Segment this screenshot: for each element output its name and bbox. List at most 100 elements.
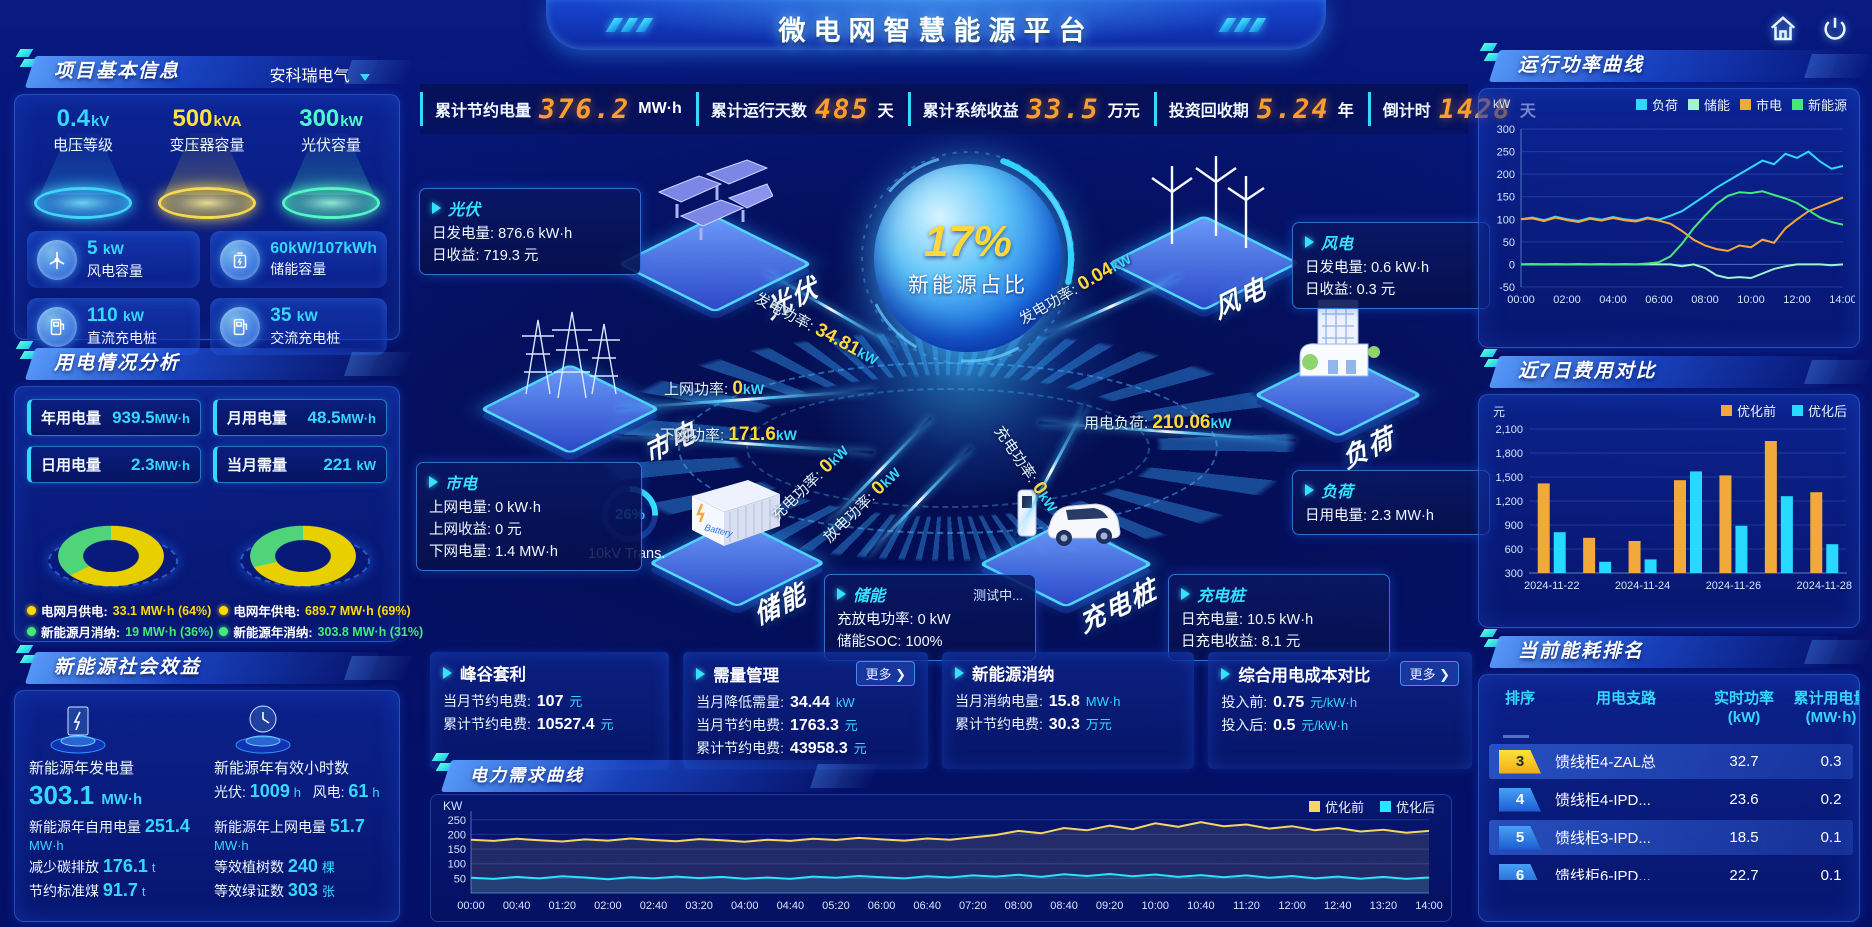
demand-chart: 50 100 150 200 250 00:00 00:40 01:20 02:00 02:40 0… (448, 811, 1443, 912)
power-towers-icon (522, 311, 620, 399)
building-icon (1299, 299, 1380, 377)
panel-energy-ranking: 当前能耗排名 排序 用电支路 实时功率(kW) 累计用电量(MW·h) 3 馈线… (1478, 629, 1860, 922)
sphere-arc-ring (861, 151, 1075, 365)
card-renewable-consumption: 新能源消纳 当月消纳电量: 15.8 MW·h 累计节约电费: 30.3 万元 (941, 652, 1195, 769)
stat-payback-period: 投资回收期 5.24 年 (1153, 92, 1368, 126)
svg-text:13:20: 13:20 (1370, 900, 1398, 912)
ranking-row-6[interactable]: 6 馈线柜6-IPD... 22.7 0.1 (1489, 858, 1853, 880)
chevron-right-icon (1181, 588, 1190, 600)
social-self-use: 新能源年自用电量 251.4 MW·h 减少碳排放 176.1 t 节约标准煤 … (29, 816, 190, 900)
panel-cost-compare: 近7日费用对比 元 优化前 优化后 300 600 900 1,200 1,500 1,8… (1478, 349, 1860, 628)
ranking-row-4[interactable]: 4 馈线柜4-IPD... 23.6 0.2 (1489, 782, 1853, 817)
company-dropdown[interactable]: 安科瑞电气 (270, 62, 370, 86)
capacity-spotlights: 0.4kV 电压等级 500kVA 变压器容量 300kW 光伏容量 (15, 95, 399, 223)
ranking-table-header: 排序 用电支路 实时功率(kW) 累计用电量(MW·h) (1504, 690, 1859, 726)
card-ac-charger: 35 kW 交流充电桩 (210, 298, 387, 355)
spotlight-transformer-capacity: 500kVA 变压器容量 (151, 105, 263, 223)
cost-y-unit: 元 (1493, 405, 1506, 419)
chip-month-demand: 当月需量 221 kW (213, 446, 387, 483)
company-dropdown-value: 安科瑞电气 (269, 68, 350, 85)
demand-more-button[interactable]: 更多 ❯ (856, 661, 915, 686)
cost-legend: 优化前 优化后 (1720, 401, 1847, 420)
svg-text:150: 150 (448, 844, 466, 856)
ranking-scroll-indicator (1503, 735, 1529, 738)
svg-text:08:00: 08:00 (1691, 294, 1719, 306)
benefit-cards-row: 峰谷套利 当月节约电费: 107 元 累计节约电费: 10527.4 元 需量管… (430, 652, 1472, 769)
svg-text:2024-11-22: 2024-11-22 (1524, 580, 1579, 592)
charger-info-box: 充电桩 日充电量: 10.5 kW·h 日充电收益: 8.1 元 (1168, 574, 1390, 661)
power-curve-y-unit: kW (1493, 97, 1511, 111)
power-curve-chart: -50 0 50 100 150 200 250 300 00:00 02:00 04:00 06:0… (1497, 124, 1855, 306)
ranking-row-5[interactable]: 5 馈线柜3-IPD... 18.5 0.1 (1489, 820, 1853, 855)
svg-text:06:00: 06:00 (868, 900, 896, 912)
chevron-right-icon (443, 667, 452, 679)
svg-text:01:20: 01:20 (548, 900, 576, 912)
panel-title-social-benefit: 新能源社会效益 (54, 657, 202, 678)
social-hours: 新能源年有效小时数 光伏: 1009 h 风电: 61 h (214, 697, 385, 811)
card-peak-valley: 峰谷套利 当月节约电费: 107 元 累计节约电费: 10527.4 元 (430, 652, 670, 769)
wind-turbine-icon (37, 239, 77, 280)
svg-text:12:00: 12:00 (1278, 900, 1306, 912)
svg-text:50: 50 (1503, 237, 1515, 249)
solar-panels-icon (657, 159, 773, 240)
svg-text:150: 150 (1497, 192, 1515, 204)
storage-info-box: 储能 测试中... 充放电功率: 0 kW 储能SOC: 100% (824, 574, 1036, 661)
svg-text:09:20: 09:20 (1096, 900, 1124, 912)
home-icon[interactable] (1768, 14, 1798, 44)
demand-legend: 优化前 优化后 (1308, 797, 1435, 816)
svg-text:00:00: 00:00 (457, 900, 485, 912)
power-curve-legend: 负荷 储能 市电 新能源 (1635, 95, 1847, 114)
chevron-right-icon (696, 667, 706, 680)
svg-text:06:40: 06:40 (913, 900, 941, 912)
panel-power-curve: 运行功率曲线 kW 负荷 储能 市电 新能源 -50 0 50 100 150 200 25… (1478, 43, 1860, 348)
panel-title-project-info: 项目基本信息 (54, 61, 181, 82)
year-supply-donut (228, 495, 378, 591)
card-storage-capacity: 60kW/107kWh 储能容量 (210, 231, 387, 288)
title-deco-right (1218, 18, 1267, 32)
chevron-right-icon (429, 476, 438, 488)
svg-text:600: 600 (1505, 544, 1523, 556)
panel-social-benefit: 新能源社会效益 新能源年发电量 303.1 MW·h (14, 645, 400, 922)
battery-container-icon: Battery (692, 480, 780, 546)
panel-title-power-curve: 运行功率曲线 (1518, 55, 1645, 76)
wind-turbines-icon (1151, 156, 1265, 248)
spotlight-voltage-level: 0.4kV 电压等级 (27, 105, 139, 223)
dc-charger-icon (37, 306, 77, 347)
svg-text:2024-11-26: 2024-11-26 (1706, 580, 1761, 592)
ranking-row-3[interactable]: 3 馈线柜4-ZAL总 32.7 0.3 (1489, 744, 1853, 779)
svg-text:12:40: 12:40 (1324, 900, 1352, 912)
storage-status-badge: 测试中... (973, 587, 1023, 603)
svg-text:250: 250 (448, 815, 466, 827)
cost-more-button[interactable]: 更多 ❯ (1400, 661, 1459, 686)
wind-info-box: 风电 日发电量: 0.6 kW·h 日收益: 0.3 元 (1292, 222, 1490, 309)
microgrid-scene: Battery 17% 新能源占比 光伏 (416, 140, 1490, 661)
svg-text:00:40: 00:40 (503, 900, 531, 912)
flow-grid-up: 上网功率: 0kW (664, 378, 764, 399)
panel-demand-curve: 电力需求曲线 KW 优化前 优化后 50 100 150 200 250 00:00 00:… (430, 753, 1452, 922)
social-to-grid: 新能源年上网电量 51.7 MW·h 等效植树数 240 棵 等效绿证数 303… (214, 816, 365, 900)
stat-run-days: 累计运行天数 485 天 (695, 92, 908, 126)
panel-project-info: 项目基本信息 安科瑞电气 0.4kV 电压等级 500kVA 变压器容量 300… (14, 49, 400, 355)
rank-badge: 4 (1499, 787, 1541, 812)
spotlight-pv-capacity: 300kW 光伏容量 (275, 105, 387, 223)
panel-title-cost-compare: 近7日费用对比 (1518, 361, 1657, 382)
power-icon[interactable] (1820, 14, 1850, 44)
svg-text:-50: -50 (1499, 282, 1515, 294)
supply-donuts (15, 487, 399, 591)
svg-text:05:20: 05:20 (822, 900, 850, 912)
svg-text:200: 200 (448, 829, 466, 841)
panel-title-power-usage: 用电情况分析 (54, 353, 181, 374)
svg-text:300: 300 (1497, 124, 1515, 136)
svg-text:0: 0 (1509, 259, 1515, 271)
svg-text:12:00: 12:00 (1783, 294, 1811, 306)
svg-text:200: 200 (1497, 169, 1515, 181)
svg-text:300: 300 (1505, 568, 1523, 580)
svg-text:02:00: 02:00 (594, 900, 622, 912)
grid-info-box: 市电 上网电量: 0 kW·h 上网收益: 0 元 下网电量: 1.4 MW·h (416, 462, 642, 571)
chevron-right-icon (1221, 667, 1231, 680)
svg-text:07:20: 07:20 (959, 900, 987, 912)
chip-month-usage: 月用电量 48.5MW·h (213, 399, 387, 436)
card-cost-comparison: 综合用电成本对比 更多 ❯ 投入前: 0.75 元/kW·h 投入后: 0.5 元… (1208, 652, 1472, 769)
chevron-right-icon (837, 588, 846, 600)
svg-text:2024-11-24: 2024-11-24 (1615, 580, 1670, 592)
